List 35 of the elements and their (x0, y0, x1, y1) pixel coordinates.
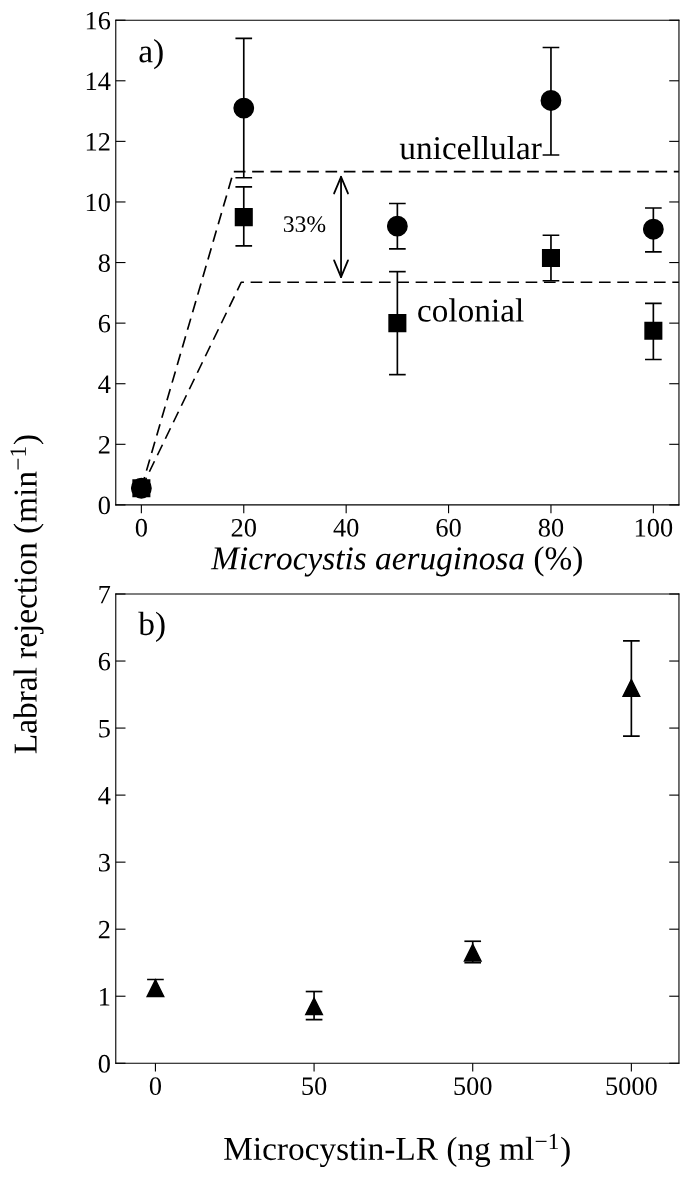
annotation: b) (138, 611, 165, 642)
y-tick-label: 6 (98, 652, 111, 671)
x-tick-label: 60 (436, 518, 461, 537)
x-axis-title: Microcystis aeruginosa (%) (210, 546, 582, 577)
y-tick-label: 6 (98, 314, 111, 333)
x-tick-label: 100 (635, 518, 673, 537)
y-tick-label: 7 (99, 585, 111, 604)
y-tick-label: 1 (100, 987, 110, 1006)
x-tick-label: 500 (454, 1077, 492, 1096)
annotation: a) (139, 39, 163, 70)
y-tick-label: 4 (98, 375, 111, 393)
y-tick-label: 8 (98, 254, 110, 272)
x-tick-label: 40 (333, 518, 359, 537)
x-tick-label: 20 (231, 518, 256, 537)
y-tick-label: 10 (86, 193, 110, 212)
y-tick-label: 2 (98, 435, 110, 454)
annotation: unicellular (399, 135, 542, 160)
x-tick-label: 5000 (606, 1077, 657, 1096)
y-tick-label: 3 (98, 853, 110, 872)
y-tick-label: 4 (98, 786, 111, 805)
x-tick-label: 50 (302, 1077, 327, 1096)
x-tick-label: 80 (538, 518, 564, 537)
y-tick-label: 5 (99, 719, 110, 738)
y-tick-label: 0 (98, 496, 110, 515)
y-tick-label: 0 (98, 1054, 110, 1073)
x-axis-title: Microcystin-LR (ng ml$^{−1}$) (224, 1133, 570, 1168)
y-tick-label: 2 (98, 920, 110, 939)
y-tick-label: 16 (86, 11, 111, 30)
annotation: 33% (283, 216, 326, 233)
annotation: colonial (418, 298, 524, 322)
x-tick-label: 0 (135, 518, 147, 537)
y-tick-label: 12 (86, 133, 110, 151)
y-tick-label: 14 (86, 72, 111, 90)
y-axis-title: Labral rejection (min$^{−1}$) (10, 435, 44, 754)
x-tick-label: 0 (149, 1077, 162, 1096)
